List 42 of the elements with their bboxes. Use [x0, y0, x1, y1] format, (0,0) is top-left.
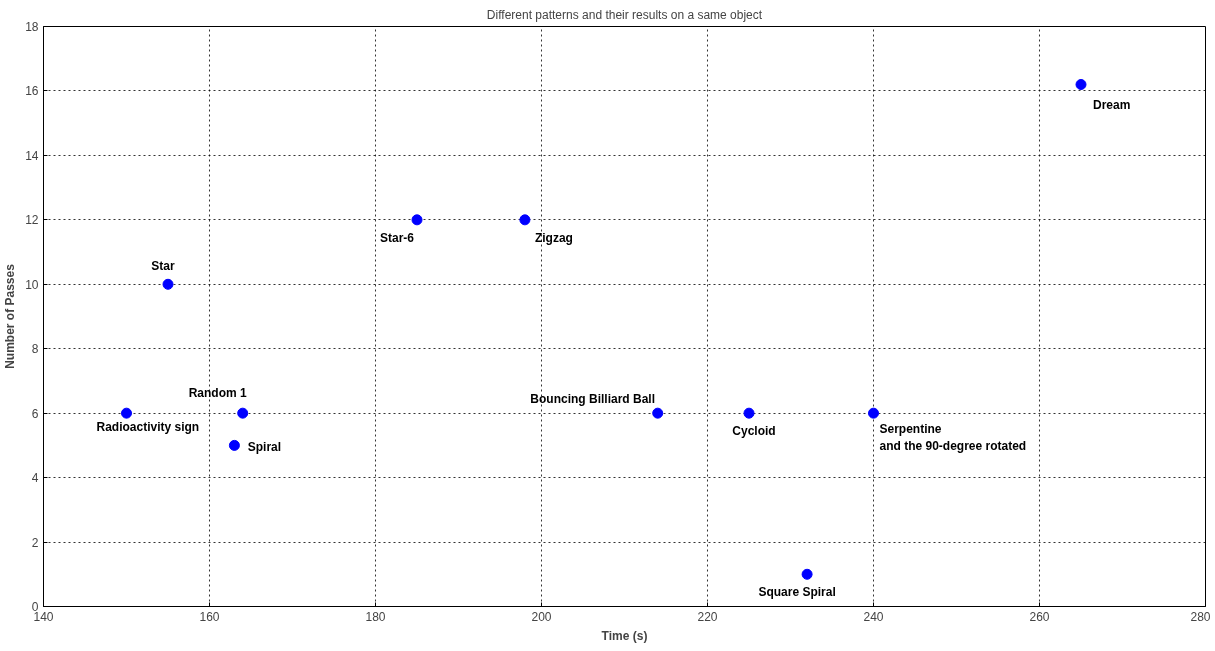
- point: [1075, 79, 1087, 90]
- x-tick-label: 240: [863, 609, 884, 624]
- y-tick-label: 6: [31, 406, 39, 421]
- annotation: Zigzag: [534, 230, 573, 245]
- annotation: Spiral: [247, 440, 282, 455]
- point: [411, 214, 423, 226]
- annotation: Random 1: [188, 386, 248, 401]
- x-axis-title: Time (s): [601, 628, 648, 643]
- y-tick-label: 14: [25, 148, 39, 163]
- y-tick-label: 0: [31, 600, 39, 614]
- annotation: Radioactivity sign: [96, 420, 200, 435]
- x-tick-label: 280: [1190, 609, 1211, 624]
- x-tick-label: 160: [199, 609, 220, 624]
- y-axis-title: Number of Passes: [3, 263, 18, 369]
- point: [519, 214, 531, 226]
- annotation: Bouncing Billiard Ball: [530, 392, 656, 407]
- y-tick-label: 2: [31, 535, 39, 550]
- point: [868, 407, 879, 419]
- x-tick-label: 260: [1029, 609, 1050, 624]
- chart-title: Different patterns and their results on a same object: [486, 7, 763, 22]
- y-tick-label: 8: [31, 342, 39, 357]
- y-tick-label: 4: [31, 471, 39, 486]
- point: [237, 407, 249, 419]
- point: [801, 568, 813, 580]
- point: [228, 439, 240, 451]
- point: [652, 407, 664, 419]
- point: [162, 278, 174, 290]
- annotation: Cycloid: [732, 424, 776, 439]
- y-tick-label: 12: [25, 213, 39, 228]
- point: [743, 407, 755, 419]
- x-tick-label: 200: [531, 609, 552, 624]
- x-tick-label: 220: [697, 609, 718, 624]
- annotation: Star-6: [379, 230, 415, 245]
- y-tick-label: 16: [25, 84, 39, 99]
- annotation: Square Spiral: [758, 585, 836, 600]
- x-tick-label: 180: [365, 609, 386, 624]
- y-tick-label: 18: [25, 20, 39, 34]
- annotation: Star: [151, 259, 175, 274]
- point: [121, 407, 132, 419]
- annotation: Dream: [1093, 97, 1131, 112]
- annotation: Serpentine and the 90-degree rotated: [879, 421, 1027, 453]
- y-tick-label: 10: [25, 277, 39, 292]
